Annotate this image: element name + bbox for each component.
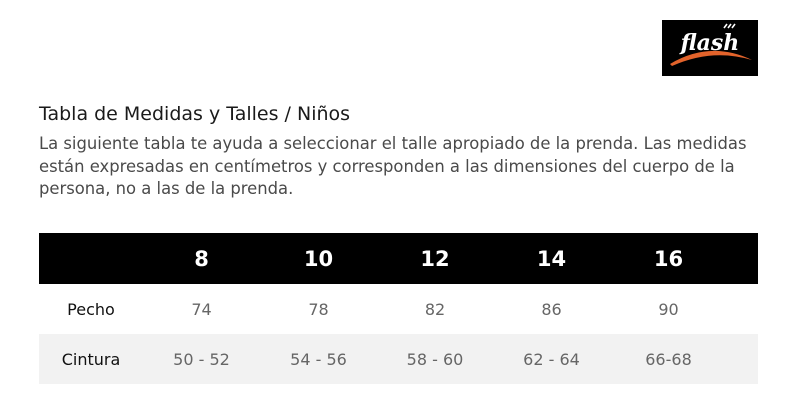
table-cell: 50 - 52 [173, 349, 230, 369]
row-label: Cintura [61, 349, 121, 369]
table-header-row: 8 10 12 14 16 [39, 233, 758, 284]
table-cell: 62 - 64 [523, 349, 580, 369]
table-cell: 90 [658, 299, 679, 319]
table-cell: 74 [191, 299, 212, 319]
brand-logo: flash [662, 20, 758, 76]
size-header: 16 [653, 246, 684, 271]
table-cell: 66-68 [645, 349, 692, 369]
size-header: 8 [194, 246, 209, 271]
table-cell: 86 [541, 299, 562, 319]
brand-wordmark: flash [679, 30, 740, 56]
description: La siguiente tabla te ayuda a selecciona… [39, 133, 767, 201]
page-title: Tabla de Medidas y Talles / Niños [39, 103, 351, 125]
size-table: 8 10 12 14 16 Pecho 74 78 82 86 90 Cintu… [39, 233, 758, 384]
row-label: Pecho [67, 299, 115, 319]
size-header: 14 [536, 246, 567, 271]
table-row: Cintura 50 - 52 54 - 56 58 - 60 62 - 64 … [39, 334, 758, 384]
description-line: persona, no a las de la prenda. [39, 179, 294, 198]
description-line: están expresadas en centímetros y corres… [39, 156, 735, 176]
table-cell: 58 - 60 [406, 349, 464, 369]
size-header: 10 [303, 246, 334, 271]
table-cell: 78 [308, 299, 329, 319]
size-header: 12 [420, 246, 450, 271]
description-line: La siguiente tabla te ayuda a selecciona… [39, 134, 747, 153]
flash-logo-icon: flash [662, 20, 758, 76]
table-cell: 54 - 56 [290, 349, 347, 369]
table-row: Pecho 74 78 82 86 90 [39, 284, 758, 334]
table-cell: 82 [424, 299, 446, 319]
